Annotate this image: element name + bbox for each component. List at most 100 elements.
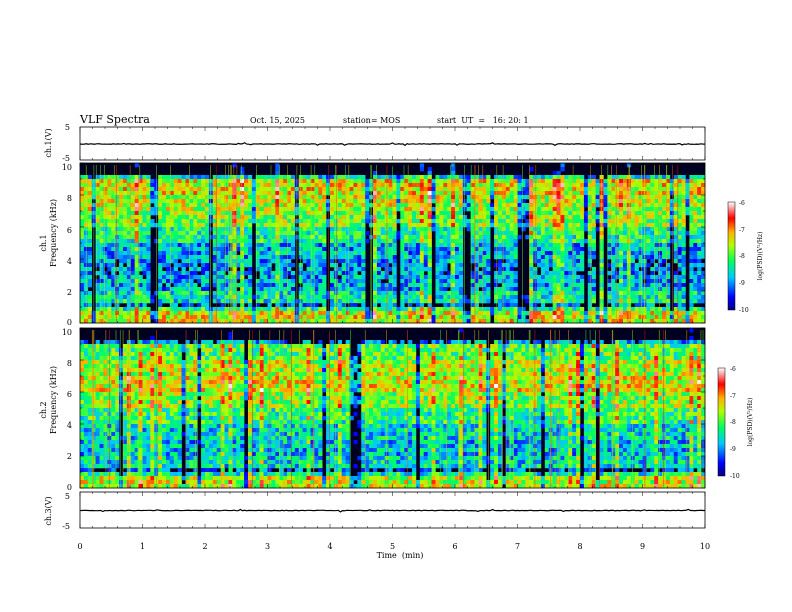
ch1-spec-cell: [537, 275, 542, 280]
ch1-spec-cell: [423, 287, 428, 292]
ch1-spec-cell: [232, 291, 237, 296]
ch1-spec-cell: [611, 283, 616, 288]
ch1-spec-cell: [345, 207, 350, 212]
ch1-spec-cell: [572, 223, 577, 228]
ch1-spec-cell: [224, 231, 229, 236]
ch1-spec-cell: [306, 219, 311, 224]
ch1-spec-cell: [314, 183, 319, 188]
ch1-spec-cell: [99, 175, 104, 180]
ch1-spec-cell: [408, 263, 413, 268]
ch1-spec-cell: [572, 211, 577, 216]
ch1-spec-cell: [548, 175, 553, 180]
ch1-spec-cell: [201, 259, 206, 264]
ch1-spec-cell: [443, 251, 448, 256]
ch1-spec-cell: [630, 295, 635, 300]
ch1-spec-cell: [185, 259, 190, 264]
ch1-spec-cell: [189, 191, 194, 196]
ch1-spec-cell: [591, 319, 596, 324]
ch1-spec-cell: [646, 179, 651, 184]
ch1-spec-cell: [322, 315, 327, 320]
ch1-spec-cell: [255, 303, 260, 308]
ch1-spec-cell: [591, 251, 596, 256]
ch1-spec-cell: [357, 231, 362, 236]
ch1-spec-cell: [142, 223, 147, 228]
ch1-spec-cell: [552, 251, 557, 256]
ch1-spec-cell: [267, 271, 272, 276]
ch1-spec-cell: [107, 227, 112, 232]
ch1-spec-cell: [193, 243, 198, 248]
ch1-spec-cell: [173, 219, 178, 224]
ch1-spec-cell: [205, 259, 210, 264]
ch1-spec-cell: [478, 223, 483, 228]
ch1-spec-cell: [568, 271, 573, 276]
ch1-spec-cell: [189, 267, 194, 272]
ch1-spec-cell: [158, 279, 163, 284]
ch1-spec-cell: [603, 183, 608, 188]
ch1-spec-cell: [158, 315, 163, 320]
ch1-spec-cell: [142, 259, 147, 264]
ch1-spec-cell: [474, 235, 479, 240]
ch1-spec-cell: [165, 311, 171, 316]
ch1-spec-cell: [103, 175, 108, 180]
ch1-spec-cell: [572, 195, 577, 200]
ch1-spec-cell: [361, 295, 366, 300]
ch1-spec-cell: [470, 247, 475, 252]
ch1-spec-cell: [115, 275, 120, 280]
ch1-spec-cell: [216, 287, 221, 292]
ch1-spec-cell: [95, 239, 100, 244]
ch1-spec-cell: [427, 167, 432, 172]
ch1-spec-cell: [630, 235, 635, 240]
ch1-spec-cell: [333, 247, 339, 252]
ch1-spec-cell: [111, 283, 116, 288]
ch1-spec-cell: [591, 295, 596, 300]
ch1-spec-cell: [540, 183, 546, 188]
ch1-spec-cell: [435, 271, 440, 276]
ch1-spec-cell: [478, 319, 483, 324]
ch1-spec-cell: [158, 179, 163, 184]
ch1-spec-cell: [423, 239, 428, 244]
ch1-spec-cell: [497, 295, 503, 300]
ch1-spec-cell: [376, 175, 382, 180]
ch1-spec-cell: [189, 219, 194, 224]
ch1-spec-cell: [400, 211, 405, 216]
ch1-spec-cell: [380, 207, 385, 212]
ch1-spec-cell: [650, 247, 655, 252]
ch1-spec-cell: [560, 303, 565, 308]
ch1-spec-cell: [474, 307, 479, 312]
ch1-spec-cell: [568, 287, 573, 292]
ch1-spec-cell: [158, 287, 163, 292]
ch1-spec-cell: [333, 203, 339, 208]
ch1-spec-cell: [271, 211, 276, 216]
ch1-spec-cell: [185, 219, 190, 224]
ch1-spec-cell: [638, 307, 643, 312]
ch1-spec-cell: [654, 203, 659, 208]
ch1-spec-cell: [177, 207, 182, 212]
ch1-spec-cell: [552, 263, 557, 268]
ch1-spec-cell: [497, 195, 503, 200]
ch1-spec-cell: [271, 275, 276, 280]
ch1-spec-cell: [396, 191, 401, 196]
ch1-spec-cell: [376, 259, 382, 264]
ch1-spec-cell: [142, 263, 147, 268]
ch1-spec-cell: [279, 311, 284, 316]
ch1-spec-cell: [330, 315, 335, 320]
ch1-spec-cell: [142, 235, 147, 240]
ch1-spec-cell: [142, 195, 147, 200]
ch1-spec-cell: [111, 255, 116, 260]
ch1-spec-cell: [130, 255, 135, 260]
ch1-spec-cell: [208, 215, 214, 220]
ch1-spec-cell: [568, 191, 573, 196]
ch1-spec-cell: [482, 263, 487, 268]
ch1-spec-cell: [591, 307, 596, 312]
ch1-spec-cell: [165, 299, 171, 304]
ch1-spec-cell: [478, 251, 483, 256]
ch1-spec-cell: [173, 271, 178, 276]
ch1-spec-cell: [87, 251, 93, 256]
ch1-spec-cell: [247, 175, 253, 180]
ch1-spec-cell: [259, 259, 264, 264]
ch1-spec-cell: [357, 251, 362, 256]
ch1-spec-cell: [650, 239, 655, 244]
ch1-spec-cell: [415, 263, 421, 268]
ch1-spec-cell: [564, 311, 569, 316]
ch1-spec-cell: [494, 275, 499, 280]
